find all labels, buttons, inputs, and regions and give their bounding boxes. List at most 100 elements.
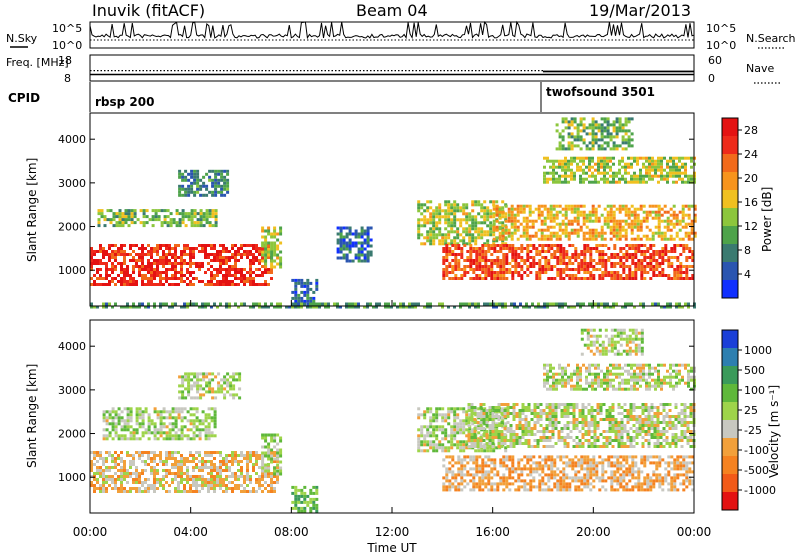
power-map-cell	[594, 141, 598, 145]
power-map-cell	[615, 135, 619, 139]
vel-map-cell	[177, 463, 180, 466]
power-map-cell	[667, 274, 671, 277]
power-map-cell	[357, 250, 361, 254]
power-map-cell	[481, 271, 485, 274]
power-colorbar-label: Power [dB]	[760, 187, 774, 252]
vel-map-cell	[261, 466, 265, 470]
power-map-cell	[261, 247, 264, 250]
power-map-cell	[591, 159, 594, 163]
power-map-cell	[447, 212, 451, 216]
power-map-cell	[252, 280, 255, 283]
power-map-cell	[417, 218, 421, 222]
power-map-cell	[109, 218, 113, 222]
power-map-cell	[195, 277, 198, 280]
power-map-cell	[690, 225, 694, 229]
vel-map-cell	[210, 454, 213, 457]
power-map-cell	[574, 253, 578, 256]
vel-map-cell	[538, 485, 542, 489]
vel-map-cell	[529, 479, 533, 483]
vel-map-cell	[465, 443, 469, 447]
vel-map-cell	[117, 434, 121, 438]
vel-map-cell	[487, 464, 491, 468]
power-map-cell	[165, 302, 168, 306]
power-map-cell	[124, 209, 128, 213]
vel-map-cell	[108, 422, 112, 426]
power-map-cell	[231, 256, 234, 259]
power-map-cell	[664, 253, 668, 256]
vel-map-cell	[171, 416, 175, 420]
power-map-cell	[132, 268, 135, 271]
power-map-cell	[435, 236, 439, 240]
power-map-cell	[196, 181, 200, 185]
vel-map-cell	[303, 494, 307, 498]
vel-map-cell	[216, 466, 219, 469]
power-map-cell	[481, 265, 485, 268]
power-map-cell	[556, 250, 560, 253]
power-map-cell	[213, 244, 216, 247]
power-map-cell	[181, 215, 185, 219]
power-map-cell	[516, 213, 520, 217]
vel-map-cell	[129, 460, 132, 463]
power-map-cell	[495, 200, 499, 204]
power-map-cell	[138, 265, 141, 268]
power-map-cell	[279, 302, 282, 306]
vel-map-cell	[300, 488, 304, 492]
vel-map-cell	[144, 469, 147, 472]
power-map-cell	[612, 141, 616, 145]
power-map-cell	[165, 253, 168, 256]
vel-map-cell	[192, 425, 196, 429]
power-map-cell	[465, 302, 468, 306]
power-map-cell	[261, 265, 264, 268]
vel-map-cell	[270, 457, 274, 461]
power-map-cell	[567, 120, 571, 124]
power-map-cell	[597, 231, 601, 235]
power-map-cell	[207, 283, 210, 286]
power-map-cell	[691, 253, 695, 256]
power-map-cell	[270, 259, 274, 263]
power-map-cell	[523, 271, 527, 274]
power-map-cell	[651, 156, 654, 160]
power-map-cell	[540, 237, 544, 241]
power-map-cell	[451, 250, 455, 253]
power-map-cell	[648, 159, 651, 163]
power-map-cell	[445, 265, 449, 268]
power-map-cell	[351, 244, 355, 248]
power-map-cell	[150, 250, 153, 253]
power-map-cell	[592, 274, 596, 277]
power-map-cell	[613, 274, 617, 277]
vel-map-cell	[228, 475, 231, 478]
vel-map-cell	[225, 460, 228, 463]
vel-map-cell	[279, 472, 283, 476]
power-map-cell	[432, 221, 436, 225]
power-map-cell	[510, 222, 514, 226]
vel-map-cell	[448, 467, 452, 471]
power-map-cell	[151, 209, 155, 213]
power-map-cell	[258, 302, 261, 306]
vel-map-cell	[162, 475, 165, 478]
power-map-cell	[567, 144, 571, 148]
vel-map-cell	[273, 481, 276, 484]
vel-map-cell	[309, 488, 313, 492]
power-map-cell	[678, 210, 682, 214]
vel-map-cell	[432, 443, 436, 447]
power-map-cell	[445, 268, 449, 271]
vel-map-cell	[226, 378, 230, 382]
power-map-cell	[651, 168, 654, 172]
vel-map-cell	[159, 425, 163, 429]
power-map-cell	[223, 184, 227, 188]
power-map-cell	[618, 177, 621, 181]
vel-map-cell	[423, 416, 427, 420]
vel-map-cell	[108, 466, 111, 469]
vel-map-cell	[547, 455, 551, 459]
power-map-cell	[588, 210, 592, 214]
power-map-cell	[463, 259, 467, 262]
power-map-cell	[261, 229, 265, 233]
power-map-cell	[366, 241, 370, 245]
power-map-cell	[124, 221, 128, 225]
power-map-cell	[585, 171, 588, 175]
power-map-cell	[264, 229, 268, 233]
power-map-cell	[582, 126, 586, 130]
freq-left-tick-bottom: 8	[64, 72, 71, 85]
vel-map-cell	[496, 485, 500, 489]
vel-map-cell	[264, 451, 268, 455]
